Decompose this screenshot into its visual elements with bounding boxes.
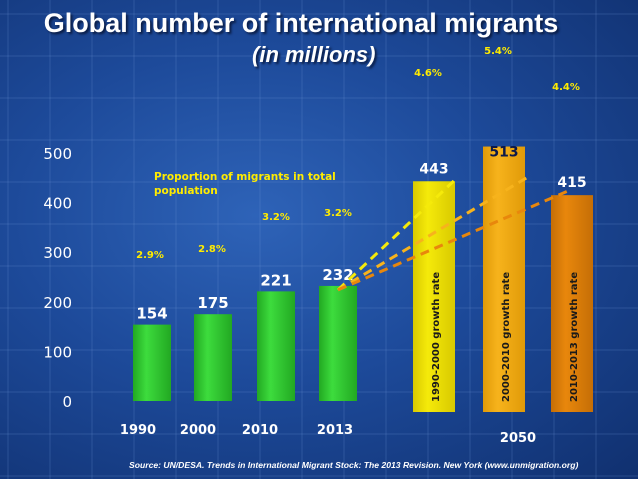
y-tick-label: 100 [43, 343, 72, 361]
growth-rate-label: 4.4% [552, 82, 580, 93]
proportion-label: 3.2% [324, 208, 352, 219]
proportion-label: 2.9% [136, 250, 164, 261]
projection-series-label: 2000-2010 growth rate [501, 272, 512, 402]
x-tick-label: 2010 [242, 423, 278, 438]
x-tick-label: 1990 [120, 423, 156, 438]
projection-value-label: 415 [557, 175, 586, 191]
chart-subtitle: (in millions) [252, 42, 376, 67]
bar-value-label: 175 [197, 294, 228, 312]
chart-title: Global number of international migrants [43, 8, 559, 38]
bar-1990 [133, 324, 171, 401]
projection-value-label: 513 [489, 145, 518, 161]
projection-series-label: 1990-2000 growth rate [431, 272, 442, 402]
y-tick-label: 200 [43, 294, 72, 312]
source-note: Source: UN/DESA. Trends in International… [129, 460, 579, 470]
bar-value-label: 232 [322, 266, 353, 284]
bar-2000 [194, 314, 232, 401]
projection-bar-2 [483, 146, 525, 412]
bar-2013 [319, 285, 357, 401]
projection-bar-3 [551, 195, 593, 412]
x-tick-label: 2000 [180, 423, 216, 438]
x-tick-label: 2013 [317, 423, 353, 438]
bar-2010 [257, 291, 295, 401]
y-tick-label: 500 [43, 145, 72, 163]
growth-rate-label: 5.4% [484, 46, 512, 57]
projection-bar-1 [413, 181, 455, 412]
growth-rate-label: 4.6% [414, 68, 442, 79]
extrapolation-line [336, 175, 460, 292]
projection-value-label: 443 [419, 161, 448, 177]
proportion-label: 2.8% [198, 244, 226, 255]
y-tick-label: 300 [43, 244, 72, 262]
y-tick-label: 400 [43, 195, 72, 213]
y-tick-label: 0 [62, 393, 72, 411]
projection-category-label: 2050 [500, 431, 536, 446]
annotation-text: population [154, 185, 218, 197]
bar-value-label: 154 [136, 305, 167, 323]
extrapolation-line [337, 189, 569, 292]
annotation-text: Proportion of migrants in total [154, 171, 336, 183]
extrapolation-line [337, 175, 529, 292]
projection-series-label: 2010-2013 growth rate [569, 272, 580, 402]
proportion-label: 3.2% [262, 212, 290, 223]
bar-value-label: 221 [260, 271, 291, 289]
